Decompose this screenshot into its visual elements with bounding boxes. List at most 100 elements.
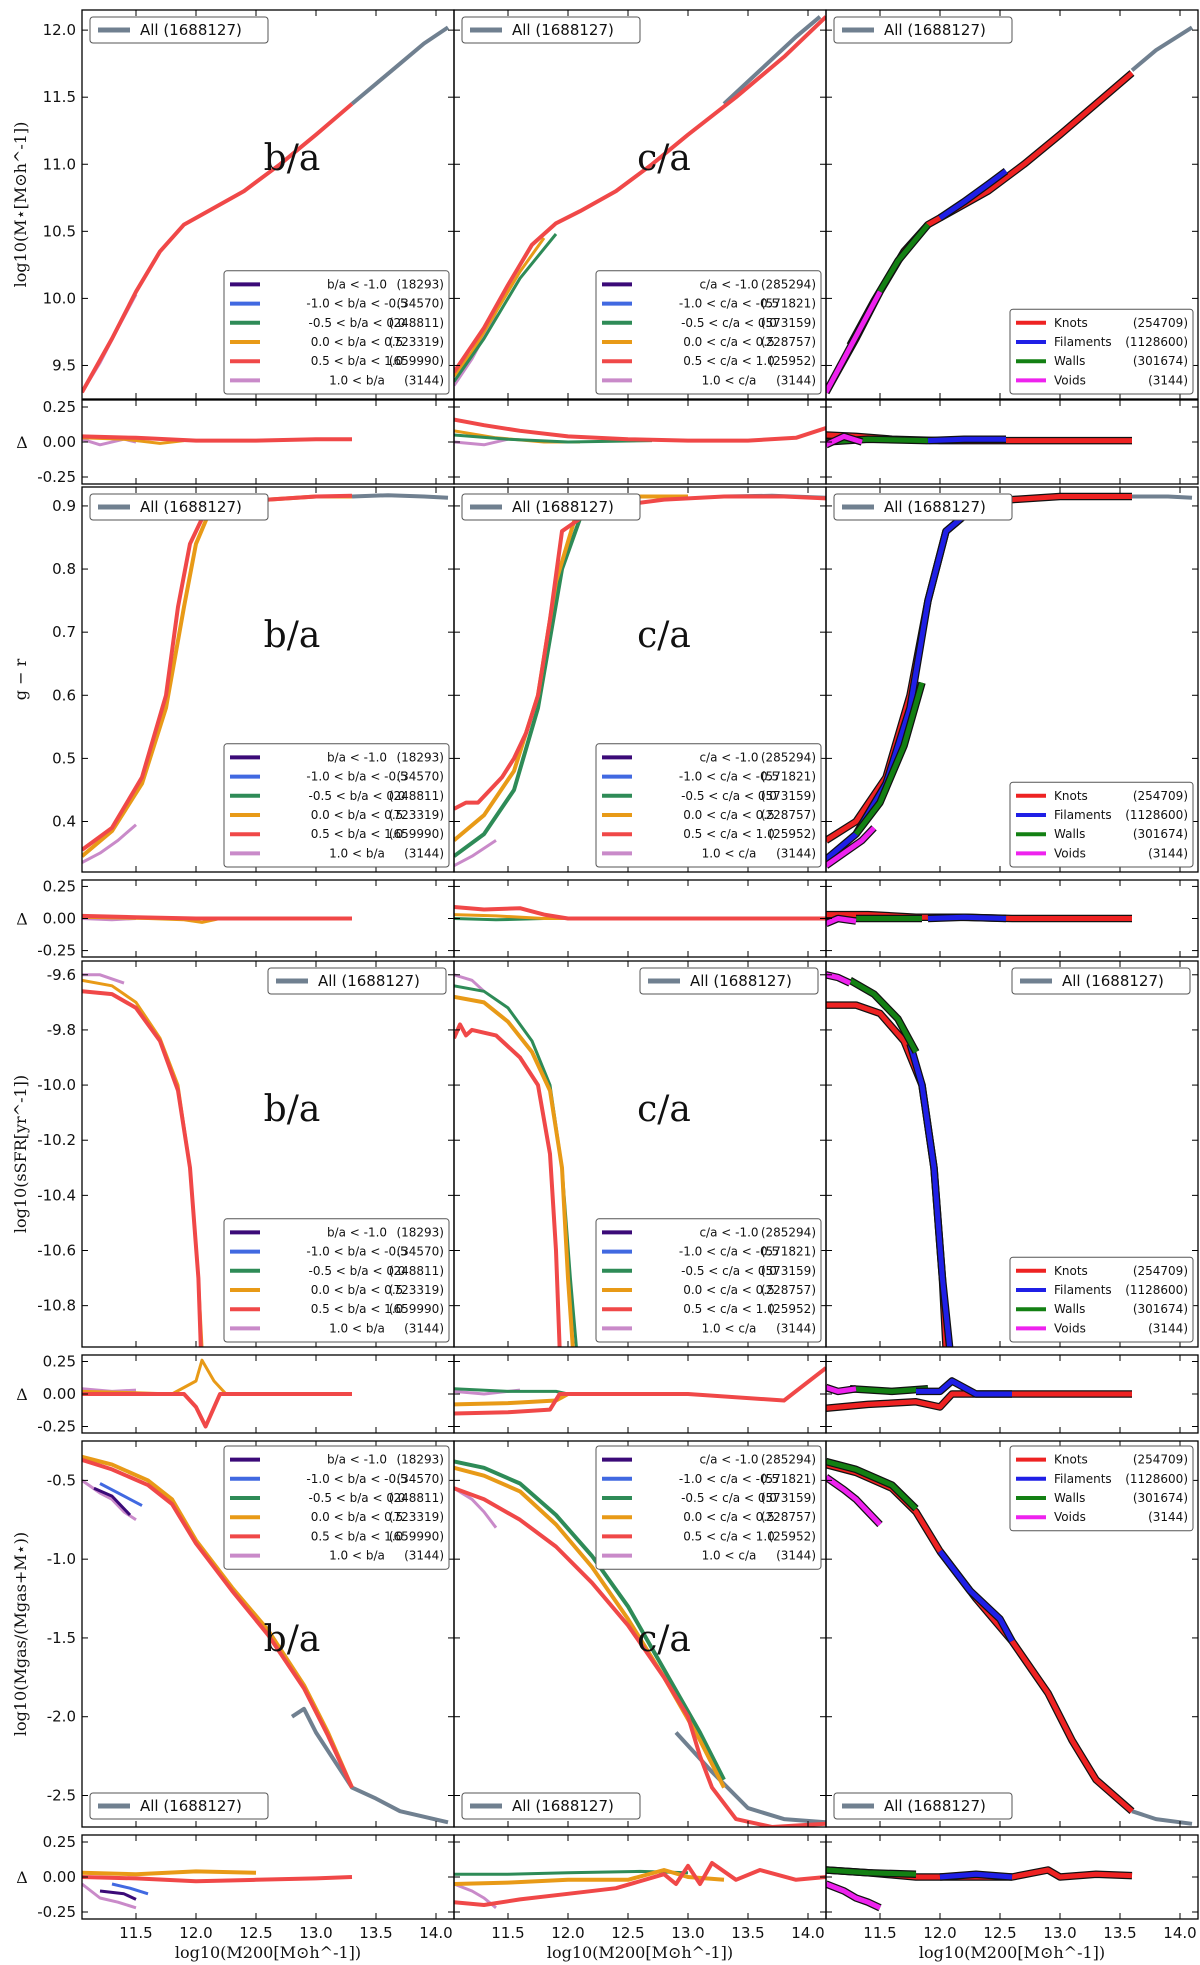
- legend-item-label: -0.5 < b/a < 0.0: [309, 1491, 406, 1505]
- legend-item-label: -1.0 < b/a < -0.5: [306, 770, 407, 784]
- x-tick-label: 13.0: [1043, 1924, 1076, 1942]
- legend-item-label: 0.5 < b/a < 1.0: [311, 827, 404, 841]
- x-tick-label: 14.0: [1163, 1924, 1196, 1942]
- legend-item-label: b/a < -1.0: [327, 1225, 387, 1239]
- delta-line-k5: [82, 434, 352, 443]
- legend-item-label: -1.0 < c/a < -0.5: [679, 770, 779, 784]
- legend-item-label: 0.0 < c/a < 0.5: [683, 335, 775, 349]
- legend-item-label: 1.0 < b/a: [329, 1549, 385, 1563]
- legend-all-label: All (1688127): [140, 1797, 242, 1815]
- y-axis-label: log10(sSFR[yr^-1]): [11, 1075, 30, 1233]
- series-line-filaments: [937, 167, 1009, 222]
- legend-item-label: 0.0 < c/a < 0.5: [683, 808, 775, 822]
- x-tick-label: 12.5: [983, 1924, 1016, 1942]
- y-tick-label: 10.0: [43, 289, 76, 307]
- legend-all-label: All (1688127): [884, 21, 986, 39]
- legend-item-count: (254709): [1133, 316, 1188, 330]
- legend-categories: b/a < -1.0 (18293) -1.0 < b/a < -0.5(34570…: [223, 1445, 450, 1570]
- legend-item-count: (301674): [1133, 827, 1188, 841]
- legend-item-label: Walls: [1054, 1491, 1085, 1505]
- legend-all: All (1688127): [1011, 967, 1191, 995]
- legend-all-label: All (1688127): [140, 498, 242, 516]
- legend-item-label: 0.5 < c/a < 1.0: [683, 827, 775, 841]
- y-tick-label: -10.0: [37, 1076, 76, 1094]
- x-tick-label: 13.0: [671, 1924, 704, 1942]
- legend-item-count: (573159): [761, 1491, 816, 1505]
- delta-line-k5: [454, 417, 826, 443]
- legend-item-count: (25952): [768, 1529, 816, 1543]
- legend-item-count: (285294): [761, 277, 816, 291]
- delta-line-k4: [454, 1392, 569, 1407]
- legend-item-label: -0.5 < c/a < 0.0: [681, 1264, 777, 1278]
- panel-label: c/a: [637, 1089, 691, 1130]
- series-line-filaments: [937, 1549, 1016, 1643]
- y-tick-label: 9.5: [52, 356, 76, 374]
- legend-all: All (1688127): [833, 493, 1013, 521]
- series-line-k4: [82, 978, 204, 1347]
- legend-all: All (1688127): [639, 967, 819, 995]
- legend-item-count: (285294): [761, 1225, 816, 1239]
- legend-item-count: (254709): [1133, 789, 1188, 803]
- series-line-all: [290, 1706, 449, 1825]
- legend-item-label: Filaments: [1054, 808, 1112, 822]
- legend-item-count: (34570): [396, 297, 444, 311]
- legend-item-count: (254709): [1133, 1264, 1188, 1278]
- legend-categories: Knots (254709) Filaments (1128600) Walls (301…: [1009, 1445, 1194, 1532]
- legend-all-label: All (1688127): [512, 498, 614, 516]
- legend-all: All (1688127): [89, 16, 269, 44]
- legend-item-count: (248811): [389, 1491, 444, 1505]
- legend-all: All (1688127): [833, 16, 1013, 44]
- legend-all-label: All (1688127): [140, 21, 242, 39]
- y-axis-label: log10(Mgas/(Mgas+M⋆)): [11, 1532, 30, 1736]
- legend-item-count: (3144): [1148, 1321, 1188, 1335]
- legend-item-label: -0.5 < b/a < 0.0: [309, 316, 406, 330]
- legend-item-count: (301674): [1133, 354, 1188, 368]
- delta-line-k4: [82, 1869, 257, 1877]
- legend-item-count: (18293): [396, 750, 444, 764]
- legend-all: All (1688127): [461, 493, 641, 521]
- series-line-walls: [826, 1457, 919, 1512]
- legend-item-label: -0.5 < b/a < 0.0: [309, 789, 406, 803]
- x-tick-label: 14.0: [791, 1924, 824, 1942]
- legend-item-count: (34570): [396, 1472, 444, 1486]
- legend-item-label: Voids: [1054, 1510, 1086, 1524]
- legend-item-count: (3144): [776, 1549, 816, 1563]
- x-tick-label: 13.5: [359, 1924, 392, 1942]
- y-axis-label: g − r: [11, 658, 30, 700]
- panel-label: b/a: [264, 138, 321, 179]
- legend-item-label: Walls: [1054, 354, 1085, 368]
- legend-item-label: 1.0 < c/a: [702, 1549, 757, 1563]
- y-tick-label: -10.6: [37, 1242, 76, 1260]
- series-line-filaments: [906, 1042, 954, 1347]
- delta-axis-label: Δ: [16, 433, 28, 452]
- legend-all-label: All (1688127): [318, 972, 420, 990]
- legend-item-label: -1.0 < b/a < -0.5: [306, 297, 407, 311]
- y-tick-label: -9.8: [47, 1021, 76, 1039]
- delta-line-filaments: [927, 435, 1006, 445]
- delta-line-k6: [82, 1882, 137, 1910]
- delta-line-filaments: [939, 1870, 1013, 1881]
- series-line-all: [722, 15, 822, 106]
- legend-item-label: Filaments: [1054, 1472, 1112, 1486]
- y-tick-label: 0.00: [43, 433, 76, 451]
- y-tick-label: 10.5: [43, 222, 76, 240]
- y-tick-label: 0.9: [52, 497, 76, 515]
- legend-item-count: (25952): [768, 827, 816, 841]
- y-tick-label: -9.6: [47, 966, 76, 984]
- main-axes: [825, 9, 1199, 400]
- series-line-k5: [82, 1457, 354, 1789]
- legend-item-count: (285294): [761, 1453, 816, 1467]
- delta-axis-label: Δ: [16, 1868, 28, 1887]
- legend-categories: b/a < -1.0 (18293) -1.0 < b/a < -0.5(34570…: [223, 743, 450, 868]
- legend-item-count: (228757): [761, 808, 816, 822]
- y-tick-label: 0.6: [52, 686, 76, 704]
- series-line-voids: [826, 971, 852, 987]
- legend-item-count: (571821): [761, 297, 816, 311]
- y-tick-label: -2.0: [47, 1708, 76, 1726]
- legend-item-label: 0.0 < c/a < 0.5: [683, 1283, 775, 1297]
- main-axes: [825, 1440, 1199, 1828]
- y-tick-label: -0.25: [37, 942, 76, 960]
- legend-item-count: (301674): [1133, 1491, 1188, 1505]
- legend-item-label: 1.0 < c/a: [702, 846, 757, 860]
- legend-item-count: (659990): [389, 1302, 444, 1316]
